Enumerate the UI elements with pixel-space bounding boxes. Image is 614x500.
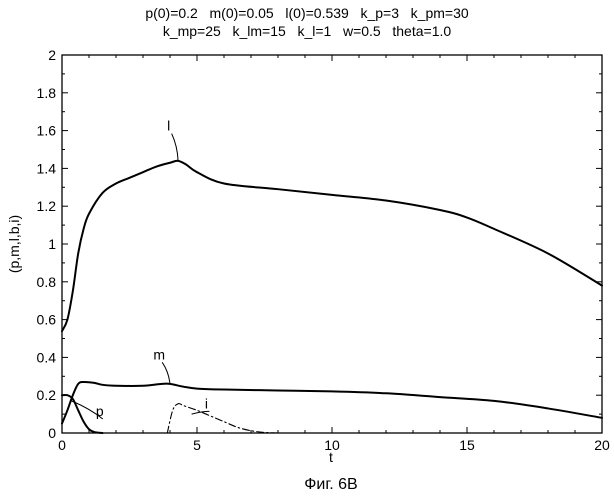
x-tick-label: 0 xyxy=(58,437,66,453)
annotation-label-i: i xyxy=(205,395,208,411)
x-axis-label: t xyxy=(329,449,333,465)
x-tick-label: 5 xyxy=(193,437,201,453)
annotation-leader-m xyxy=(162,362,170,384)
annotation-label-l: l xyxy=(167,118,170,134)
series-line-m xyxy=(62,382,602,424)
annotation-leader-i xyxy=(192,411,210,414)
y-tick-label: 2 xyxy=(48,47,56,63)
y-tick-label: 0.6 xyxy=(37,312,57,328)
y-tick-label: 1 xyxy=(48,236,56,252)
x-tick-label: 15 xyxy=(459,437,475,453)
y-tick-label: 0.2 xyxy=(37,387,57,403)
series-line-i xyxy=(167,403,278,433)
figure-caption: Фиг. 6В xyxy=(304,476,357,493)
y-axis-label: (p,m,l,b,i) xyxy=(6,215,22,273)
annotation-label-p: p xyxy=(96,403,104,419)
x-tick-label: 20 xyxy=(594,437,610,453)
annotation-leader-l xyxy=(172,134,178,161)
y-tick-label: 1.8 xyxy=(37,85,57,101)
plot-frame xyxy=(62,55,602,433)
series-line-l xyxy=(62,161,602,331)
y-tick-label: 0 xyxy=(48,425,56,441)
series-group xyxy=(62,161,602,433)
y-tick-label: 0.4 xyxy=(37,349,57,365)
annotations: l m p i xyxy=(71,118,209,419)
y-tick-label: 1.6 xyxy=(37,123,57,139)
annotation-label-m: m xyxy=(153,346,165,362)
y-tick-label: 0.8 xyxy=(37,274,57,290)
y-tick-label: 1.4 xyxy=(37,160,57,176)
y-tick-label: 1.2 xyxy=(37,198,57,214)
